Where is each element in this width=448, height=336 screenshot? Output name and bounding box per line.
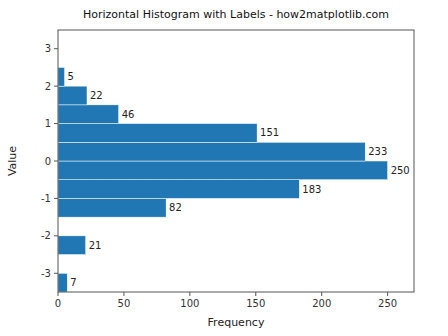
bar — [58, 161, 388, 180]
y-tick-label: -2 — [41, 230, 51, 241]
x-tick — [321, 292, 322, 296]
bar — [58, 86, 87, 105]
bar — [58, 124, 257, 143]
data-label: 183 — [302, 184, 321, 195]
plot-frame — [58, 30, 414, 292]
y-tick — [54, 86, 58, 87]
y-tick — [54, 123, 58, 124]
data-label: 7 — [70, 277, 76, 288]
x-tick-label: 250 — [378, 298, 397, 309]
x-tick — [255, 292, 256, 296]
title: Horizontal Histogram with Labels - how2m… — [83, 8, 389, 21]
y-tick-label: 1 — [45, 118, 51, 129]
data-label: 46 — [122, 109, 135, 120]
x-tick-label: 0 — [55, 298, 61, 309]
data-label: 250 — [391, 165, 410, 176]
bar — [58, 67, 65, 86]
x-axis-label: Frequency — [208, 316, 265, 329]
x-tick — [189, 292, 190, 296]
x-tick-label: 200 — [312, 298, 331, 309]
y-tick-label: 2 — [45, 81, 51, 92]
x-tick-label: 50 — [118, 298, 131, 309]
x-tick — [387, 292, 388, 296]
y-tick-label: -1 — [41, 193, 51, 204]
bar — [58, 105, 119, 124]
data-label: 233 — [368, 146, 387, 157]
bars — [58, 67, 388, 292]
y-tick — [54, 161, 58, 162]
bar — [58, 236, 86, 255]
y-tick-label: -3 — [41, 268, 51, 279]
x-tick-label: 150 — [246, 298, 265, 309]
x-tick — [123, 292, 124, 296]
x-tick-label: 100 — [180, 298, 199, 309]
y-tick-label: 0 — [45, 156, 51, 167]
data-label: 22 — [90, 90, 103, 101]
bar — [58, 273, 67, 292]
y-tick — [54, 48, 58, 49]
y-tick — [54, 273, 58, 274]
data-label: 82 — [169, 202, 182, 213]
y-tick — [54, 198, 58, 199]
y-tick-label: 3 — [45, 43, 51, 54]
x-tick — [58, 292, 59, 296]
y-tick — [54, 235, 58, 236]
bar — [58, 142, 365, 161]
chart: 7218218325023315146225050100150200250-3-… — [0, 0, 448, 336]
chart-container: 7218218325023315146225050100150200250-3-… — [0, 0, 448, 336]
y-axis-label: Value — [6, 146, 19, 176]
bar — [58, 198, 166, 217]
data-label: 151 — [260, 127, 279, 138]
data-label: 21 — [89, 240, 102, 251]
data-label: 5 — [68, 71, 74, 82]
bar — [58, 180, 299, 199]
